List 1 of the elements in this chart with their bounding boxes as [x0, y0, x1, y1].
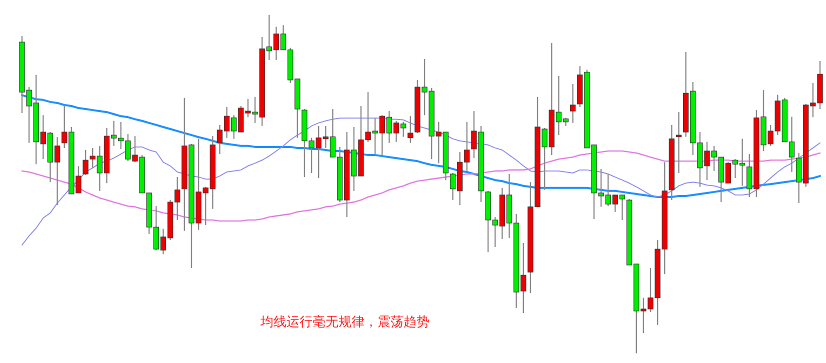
- annotation: 均线运行毫无规律，震荡趋势: [260, 314, 430, 330]
